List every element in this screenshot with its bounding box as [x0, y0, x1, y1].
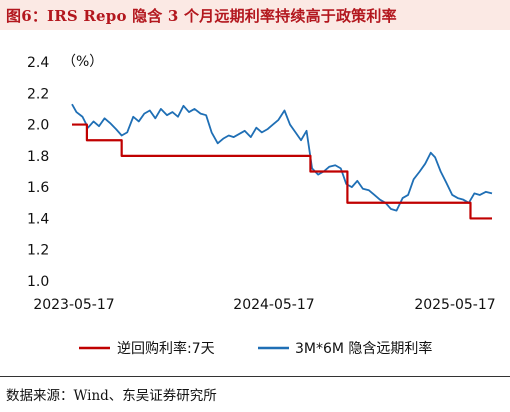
y-tick-label: 1.6: [27, 180, 49, 196]
y-axis-unit: （%）: [62, 54, 103, 70]
y-tick-label: 2.2: [27, 86, 49, 102]
y-tick-label: 1.8: [27, 149, 49, 165]
y-tick-label: 1.2: [27, 243, 49, 259]
y-tick-label: 1.4: [27, 211, 49, 227]
legend-label-policy: 逆回购利率:7天: [117, 340, 215, 357]
x-axis: 2023-05-17 2024-05-17 2025-05-17: [33, 297, 495, 313]
plot-area: [71, 103, 493, 220]
y-tick-label: 2.0: [27, 118, 49, 134]
x-tick-label: 2023-05-17: [33, 297, 114, 313]
divider-line: [0, 376, 510, 377]
y-axis: 2.4 2.2 2.0 1.8 1.6 1.4 1.2 1.0: [27, 55, 49, 290]
x-tick-label: 2024-05-17: [233, 297, 314, 313]
x-tick-label: 2025-05-17: [414, 297, 495, 313]
y-tick-label: 2.4: [27, 55, 49, 71]
series-line-policy: [72, 123, 492, 220]
legend-label-irs: 3M*6M 隐含远期利率: [295, 340, 432, 357]
title-bar: [0, 0, 510, 30]
source-note: 数据来源：Wind、东吴证券研究所: [6, 388, 217, 404]
chart-title: 图6：IRS Repo 隐含 3 个月远期利率持续高于政策利率: [6, 7, 397, 25]
series-line-irs: [71, 103, 493, 212]
legend: 逆回购利率:7天 3M*6M 隐含远期利率: [79, 340, 432, 357]
y-tick-label: 1.0: [27, 274, 49, 290]
